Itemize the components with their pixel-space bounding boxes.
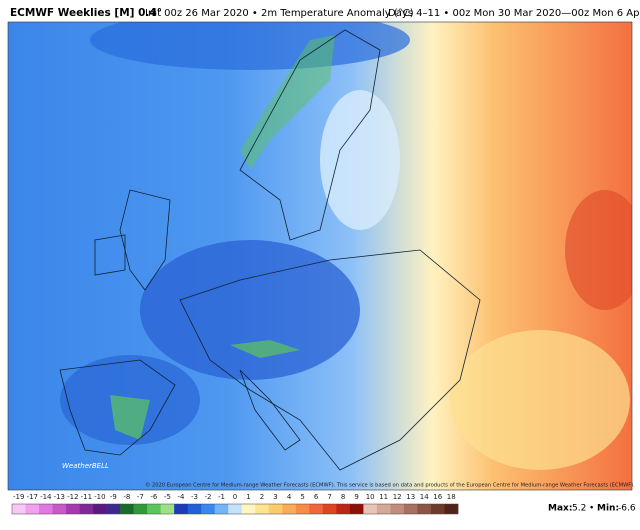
colorbar-label: -2 [204, 493, 211, 501]
colorbar-cell [417, 504, 432, 514]
colorbar-cell [120, 504, 134, 514]
colorbar-cell [241, 504, 256, 514]
colorbar-label: -8 [123, 493, 130, 501]
colorbar-cell [349, 504, 364, 514]
map-frame [7, 21, 633, 491]
colorbar-cell [133, 504, 148, 514]
colorbar-cell [228, 504, 243, 514]
colorbar-cell [174, 504, 188, 514]
period-text: Days 4–11 • 00z Mon 30 Mar 2020—00z Mon … [388, 8, 640, 19]
colorbar-label: -3 [191, 493, 198, 501]
colorbar-label: -11 [81, 493, 92, 501]
stats: Max: 5.2 • Min: -6.6 [548, 504, 636, 514]
colorbar-cell [52, 504, 67, 514]
colorbar-label: -17 [27, 493, 38, 501]
colorbar-frame [11, 503, 459, 515]
colorbar-label: 16 [433, 493, 442, 501]
colorbar-label: -6 [150, 493, 158, 501]
colorbar-cell [282, 504, 297, 514]
colorbar-label: 1 [246, 493, 250, 501]
anomaly-blob [140, 240, 360, 380]
colorbar: -19 -17 -14 -13 -12 -11 -10 -9 -8 -7 -6 -5 -4 -3 -2 -1 0… [11, 493, 459, 515]
colorbar-label: -14 [40, 493, 52, 501]
colorbar-label: -12 [67, 493, 78, 501]
colorbar-label: 7 [327, 493, 331, 501]
colorbar-label: -5 [164, 493, 171, 501]
colorbar-label: 11 [379, 493, 388, 501]
colorbar-label: 14 [420, 493, 429, 501]
colorbar-cell [214, 504, 229, 514]
colorbar-label: 10 [366, 493, 375, 501]
colorbar-label: -9 [110, 493, 117, 501]
colorbar-cell [12, 504, 26, 514]
mountain-anomaly [110, 340, 300, 440]
colorbar-label: 12 [393, 493, 402, 501]
colorbar-label: 6 [314, 493, 319, 501]
coastlines [59, 29, 481, 471]
colorbar-label: 3 [273, 493, 277, 501]
colorbar-cell [363, 504, 378, 514]
colorbar-cell [106, 504, 121, 514]
colorbar-cell [25, 504, 40, 514]
anomaly-blob [320, 90, 400, 230]
colorbar-cell [376, 504, 391, 514]
map [8, 22, 632, 490]
colorbar-cell [187, 504, 202, 514]
colorbar-cell [430, 504, 445, 514]
colorbar-label: -1 [218, 493, 225, 501]
colorbar-cell [201, 504, 216, 514]
separator: • [589, 504, 594, 514]
anomaly-blob [565, 190, 632, 310]
colorbar-label: -10 [94, 493, 105, 501]
colorbar-label: 5 [300, 493, 304, 501]
colorbar-label: 8 [341, 493, 345, 501]
title: ECMWF Weeklies [M] 0.4° [10, 7, 162, 19]
colorbar-cell [93, 504, 107, 514]
max-value: 5.2 [572, 504, 586, 514]
copyright: © 2020 European Centre for Medium-range … [145, 482, 635, 489]
colorbar-cell [160, 504, 175, 514]
colorbar-label: -7 [137, 493, 144, 501]
colorbar-cell [255, 504, 270, 514]
colorbar-cell [309, 504, 324, 514]
max-label: Max: [548, 504, 572, 514]
colorbar-cell [403, 504, 418, 514]
colorbar-label: 9 [354, 493, 358, 501]
colorbar-label: 0 [233, 493, 237, 501]
colorbar-cell [39, 504, 53, 514]
colorbar-label: 18 [447, 493, 456, 501]
colorbar-cell [66, 504, 80, 514]
min-label: Min: [597, 504, 619, 514]
colorbar-label: -4 [177, 493, 185, 501]
init-text: Init 00z 26 Mar 2020 • 2m Temperature An… [145, 8, 414, 19]
colorbar-cell [336, 504, 351, 514]
colorbar-label: 2 [260, 493, 264, 501]
colorbar-label: -19 [13, 493, 24, 501]
mountain-anomaly [240, 35, 335, 170]
watermark: WeatherBELL [62, 462, 109, 470]
colorbar-cell [295, 504, 310, 514]
anomaly-blob [450, 330, 630, 470]
colorbar-label: 13 [406, 493, 415, 501]
colorbar-label: -13 [54, 493, 65, 501]
colorbar-cell [147, 504, 161, 514]
colorbar-cell [390, 504, 405, 514]
colorbar-cell [444, 504, 459, 514]
colorbar-cell [268, 504, 283, 514]
colorbar-label: 4 [287, 493, 292, 501]
colorbar-cell [79, 504, 94, 514]
colorbar-cell [322, 504, 337, 514]
min-value: -6.6 [618, 504, 636, 514]
